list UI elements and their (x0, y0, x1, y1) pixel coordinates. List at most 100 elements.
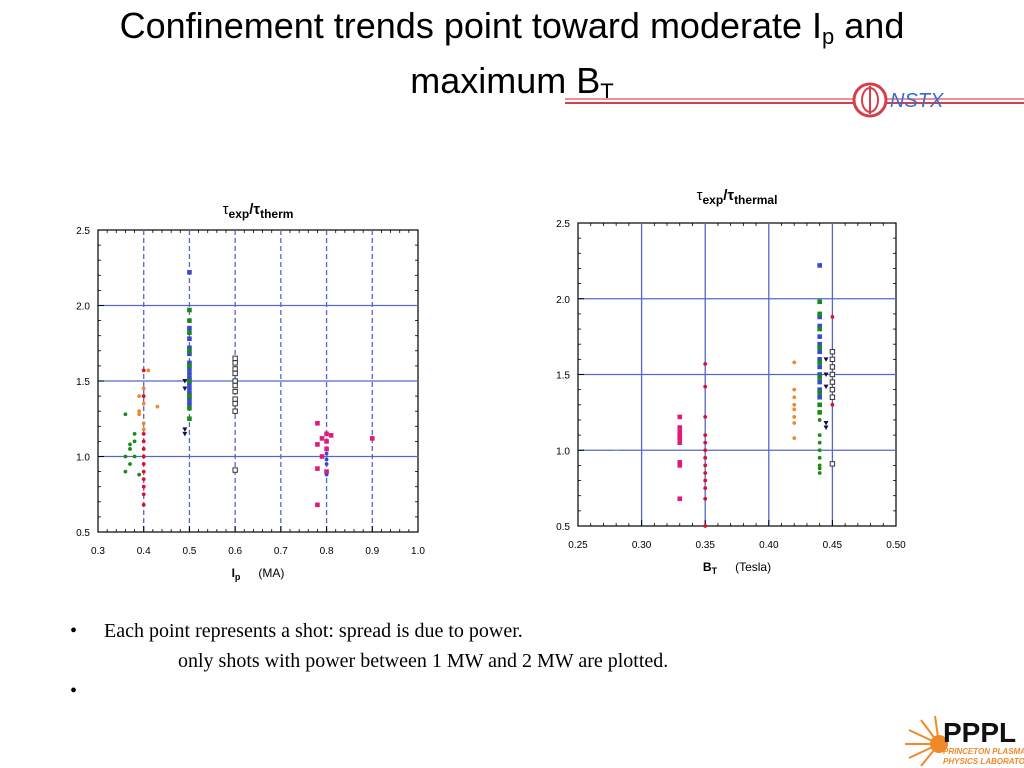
data-point-green-dot (817, 466, 822, 471)
title-rule-light (565, 98, 1024, 100)
data-point-blue-square (187, 360, 192, 366)
data-point-red-dot (703, 361, 708, 366)
data-point-green-dot (817, 448, 822, 453)
x-axis-label-main: I (232, 566, 235, 580)
data-point-green-square (187, 348, 192, 354)
data-point-green-square (817, 299, 822, 305)
data-point-green-square (187, 378, 192, 384)
data-point-green-square (187, 405, 192, 411)
bullet-subline: only shots with power between 1 MW and 2… (70, 646, 668, 676)
data-point-red-dot (703, 415, 708, 419)
data-point-magenta-square (677, 440, 683, 445)
data-point-triangle (182, 386, 188, 392)
data-point-magenta-square (315, 502, 320, 508)
title-text-2: and (834, 5, 905, 46)
data-point-red-dot (141, 454, 146, 459)
data-point-green-square (187, 363, 192, 369)
data-point-magenta-square (324, 439, 329, 444)
data-point-open-square (829, 461, 836, 467)
nstx-logo: NSTX (852, 82, 944, 118)
data-point-orange-dot (141, 386, 146, 391)
data-point-blue-square (187, 386, 192, 391)
data-point-red-dot (703, 440, 708, 445)
data-point-triangle (823, 357, 829, 362)
data-point-green-square (817, 375, 822, 380)
data-point-red-dot (141, 492, 146, 497)
data-point-magenta-square (324, 469, 329, 474)
data-point-blue-square (817, 387, 822, 392)
data-point-green-dot (128, 442, 132, 447)
data-point-green-dot (817, 440, 822, 445)
nstx-logo-text: NSTX (890, 90, 944, 112)
data-point-blue-square (187, 325, 192, 331)
data-point-orange-dot (792, 415, 797, 419)
data-point-green-dot (132, 454, 137, 459)
data-point-open-square (232, 360, 238, 366)
x-tick-label: 0.45 (823, 540, 843, 551)
data-point-magenta-square (677, 429, 683, 435)
title-text-1: Confinement trends point toward moderate… (119, 5, 823, 46)
data-point-orange-dot (792, 402, 797, 407)
data-point-red-dot (141, 368, 146, 373)
data-point-orange-dot (155, 404, 160, 409)
data-point-magenta-square (677, 463, 683, 468)
x-tick-label: 1.0 (411, 546, 425, 557)
data-point-blue-square (187, 351, 192, 357)
data-point-blue-square (187, 336, 192, 342)
title-rule-dark (565, 102, 1024, 104)
data-point-blue-square (187, 390, 192, 396)
pppl-logo-sun (930, 735, 948, 753)
x-tick-label: 0.4 (137, 546, 151, 557)
data-point-green-dot (817, 471, 822, 475)
x-axis-label: BT (Tesla) (703, 560, 771, 576)
data-point-open-square (232, 400, 238, 407)
data-point-red-dot (703, 471, 708, 475)
data-point-green-square (187, 330, 192, 335)
data-point-red-dot (830, 402, 835, 407)
data-point-orange-dot (792, 436, 797, 441)
data-point-blue-square (187, 401, 192, 406)
title-text-3: maximum B (410, 60, 601, 101)
data-point-red-dot (141, 484, 146, 489)
data-point-red-dot (703, 524, 708, 528)
data-point-red-dot (141, 394, 146, 398)
data-point-magenta-square (677, 435, 683, 441)
chart-title: τexp/τthermal (697, 187, 778, 207)
bullet-list: • Each point represents a shot: spread is… (70, 616, 668, 702)
data-point-red-dot (703, 433, 708, 437)
y-tick-label: 2.5 (556, 219, 570, 230)
data-point-triangle (182, 431, 188, 437)
data-point-open-square (829, 371, 836, 378)
data-point-magenta-square (677, 432, 683, 438)
data-point-open-square (829, 394, 836, 400)
data-point-open-square (232, 378, 238, 384)
data-point-magenta-square (328, 433, 334, 438)
data-point-magenta-square (677, 425, 683, 430)
data-point-red-dot (141, 462, 146, 466)
data-point-blue-square (817, 323, 822, 329)
data-point-red-dot (141, 469, 146, 474)
data-point-blue-dot (324, 472, 329, 477)
data-point-magenta-square (369, 436, 375, 441)
y-tick-label: 1.0 (556, 446, 570, 457)
data-point-magenta-square (319, 436, 325, 441)
data-point-triangle (823, 420, 829, 426)
data-point-green-dot (817, 418, 822, 422)
data-point-green-square (187, 307, 192, 313)
data-point-red-dot (141, 439, 146, 444)
chart-title: τexp/τtherm (223, 201, 294, 221)
x-tick-label: 0.5 (182, 546, 196, 557)
data-point-red-dot (830, 315, 835, 319)
data-point-magenta-square (324, 431, 329, 437)
data-point-magenta-square (319, 454, 325, 459)
chart-bt: 0.25 0.30 0.35 0.40 0.45 0.50 0.5 1.0 1.5 2.0 2.5 τ… (556, 187, 906, 576)
data-point-blue-square (817, 372, 822, 377)
x-tick-label: 0.35 (695, 540, 715, 551)
data-point-triangle (823, 384, 829, 390)
chart-ip: 0.3 0.4 0.5 0.6 0.7 0.8 0.9 1.0 0.5 1.0 1.5 2.0 2.5 τ… (76, 201, 425, 582)
x-axis-label-unit: (Tesla) (735, 560, 771, 574)
title-line-1: Confinement trends point toward moderate… (0, 4, 1024, 59)
data-point-red-dot (141, 447, 146, 451)
bullet-text-1: Each point represents a shot: spread is … (104, 620, 523, 642)
data-point-green-dot (137, 472, 142, 477)
